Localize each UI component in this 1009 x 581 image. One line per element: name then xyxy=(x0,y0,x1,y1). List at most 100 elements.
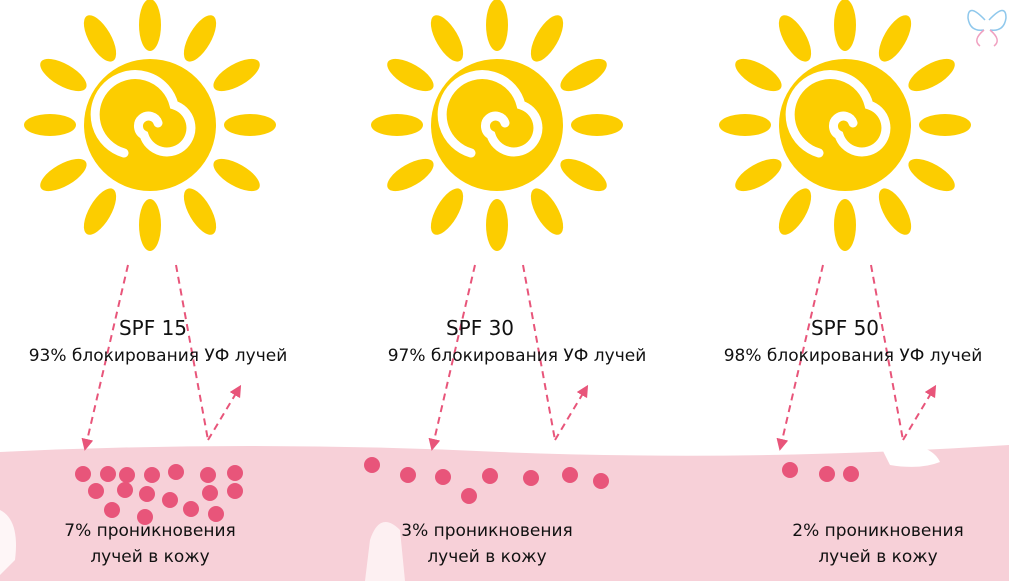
uv-particle xyxy=(435,469,451,485)
uv-particle xyxy=(137,509,153,525)
sun-spiral xyxy=(437,70,543,158)
reflected-ray-arrow xyxy=(902,384,937,441)
sun-ray xyxy=(83,188,117,235)
uv-particle xyxy=(400,467,416,483)
incoming-ray-arrow xyxy=(428,264,476,451)
uv-particle xyxy=(117,482,133,498)
uv-particle xyxy=(88,483,104,499)
incoming-ray-line xyxy=(175,264,209,441)
butterfly-wing xyxy=(976,29,985,47)
incoming-ray-line xyxy=(522,264,556,441)
uv-particle xyxy=(183,501,199,517)
uv-particle xyxy=(100,466,116,482)
sun-icon xyxy=(24,0,276,251)
spf-label-1: SPF 15 xyxy=(118,316,188,340)
uv-particle xyxy=(227,483,243,499)
incoming-ray-arrow xyxy=(81,264,129,451)
sun-ray xyxy=(83,15,117,62)
sun-ray xyxy=(24,114,76,136)
uv-particle xyxy=(461,488,477,504)
penetration-text-3: 2% проникновения лучей в кожу xyxy=(792,518,964,570)
uv-particle xyxy=(202,485,218,501)
sun-ray xyxy=(139,199,161,251)
sun-icon xyxy=(719,0,971,251)
sun-ray xyxy=(735,58,782,92)
penetration-text-2: 3% проникновения лучей в кожу xyxy=(401,518,573,570)
sun-ray xyxy=(919,114,971,136)
uv-particle xyxy=(162,492,178,508)
butterfly-wing xyxy=(988,9,1007,31)
sun-body xyxy=(431,59,563,191)
sun-ray xyxy=(183,188,217,235)
uv-particle xyxy=(75,466,91,482)
sun-ray xyxy=(530,188,564,235)
sun-ray xyxy=(878,15,912,62)
blocking-text-2: 97% блокирования УФ лучей xyxy=(387,346,647,366)
sun-ray xyxy=(430,15,464,62)
sun-spiral xyxy=(90,70,196,158)
sun-icon xyxy=(371,0,623,251)
skin-layer xyxy=(0,445,1009,581)
uv-particle xyxy=(782,462,798,478)
uv-particle xyxy=(562,467,578,483)
sun-ray xyxy=(878,188,912,235)
uv-particle xyxy=(593,473,609,489)
penetration-line2: лучей в кожу xyxy=(427,547,547,567)
uv-particle xyxy=(144,467,160,483)
sun-ray xyxy=(560,158,607,192)
sun-ray xyxy=(387,158,434,192)
sun-ray xyxy=(834,0,856,51)
sun-ray xyxy=(719,114,771,136)
sun-ray xyxy=(224,114,276,136)
uv-particle xyxy=(364,457,380,473)
uv-particle xyxy=(139,486,155,502)
sun-ray xyxy=(213,58,260,92)
uv-particle xyxy=(227,465,243,481)
sun-ray xyxy=(213,158,260,192)
sun-ray xyxy=(40,158,87,192)
uv-particle xyxy=(482,468,498,484)
sun-spiral xyxy=(785,70,891,158)
penetration-line1: 2% проникновения xyxy=(792,521,964,541)
sun-ray xyxy=(183,15,217,62)
sun-ray xyxy=(571,114,623,136)
sun-ray xyxy=(486,0,508,51)
uv-particle xyxy=(819,466,835,482)
sun-ray xyxy=(560,58,607,92)
uv-particle xyxy=(119,467,135,483)
sun-ray xyxy=(387,58,434,92)
penetration-line1: 7% проникновения xyxy=(64,521,236,541)
penetration-line2: лучей в кожу xyxy=(90,547,210,567)
sun-ray xyxy=(371,114,423,136)
uv-particle xyxy=(208,506,224,522)
penetration-line2: лучей в кожу xyxy=(818,547,938,567)
butterfly-wing xyxy=(967,9,986,31)
reflected-ray-arrow xyxy=(554,384,589,441)
blocking-text-3: 98% блокирования УФ лучей xyxy=(723,346,983,366)
spf-label-2: SPF 30 xyxy=(445,316,515,340)
sun-ray xyxy=(908,58,955,92)
uv-particle xyxy=(523,470,539,486)
sun-body xyxy=(84,59,216,191)
skin-highlight xyxy=(880,444,940,467)
incoming-ray-arrow xyxy=(776,264,824,451)
blocking-text-1: 93% блокирования УФ лучей xyxy=(28,346,288,366)
sun-ray xyxy=(486,199,508,251)
uv-particle xyxy=(168,464,184,480)
sun-body xyxy=(779,59,911,191)
uv-particle xyxy=(200,467,216,483)
reflected-ray-arrow xyxy=(207,384,242,441)
sun-ray xyxy=(778,188,812,235)
sun-ray xyxy=(139,0,161,51)
butterfly-logo xyxy=(967,9,1007,47)
uv-particle xyxy=(843,466,859,482)
sun-ray xyxy=(735,158,782,192)
sun-ray xyxy=(778,15,812,62)
spf-label-3: SPF 50 xyxy=(810,316,880,340)
sun-ray xyxy=(530,15,564,62)
uv-particle xyxy=(104,502,120,518)
sun-ray xyxy=(908,158,955,192)
butterfly-wing xyxy=(989,29,998,47)
penetration-text-1: 7% проникновения лучей в кожу xyxy=(64,518,236,570)
